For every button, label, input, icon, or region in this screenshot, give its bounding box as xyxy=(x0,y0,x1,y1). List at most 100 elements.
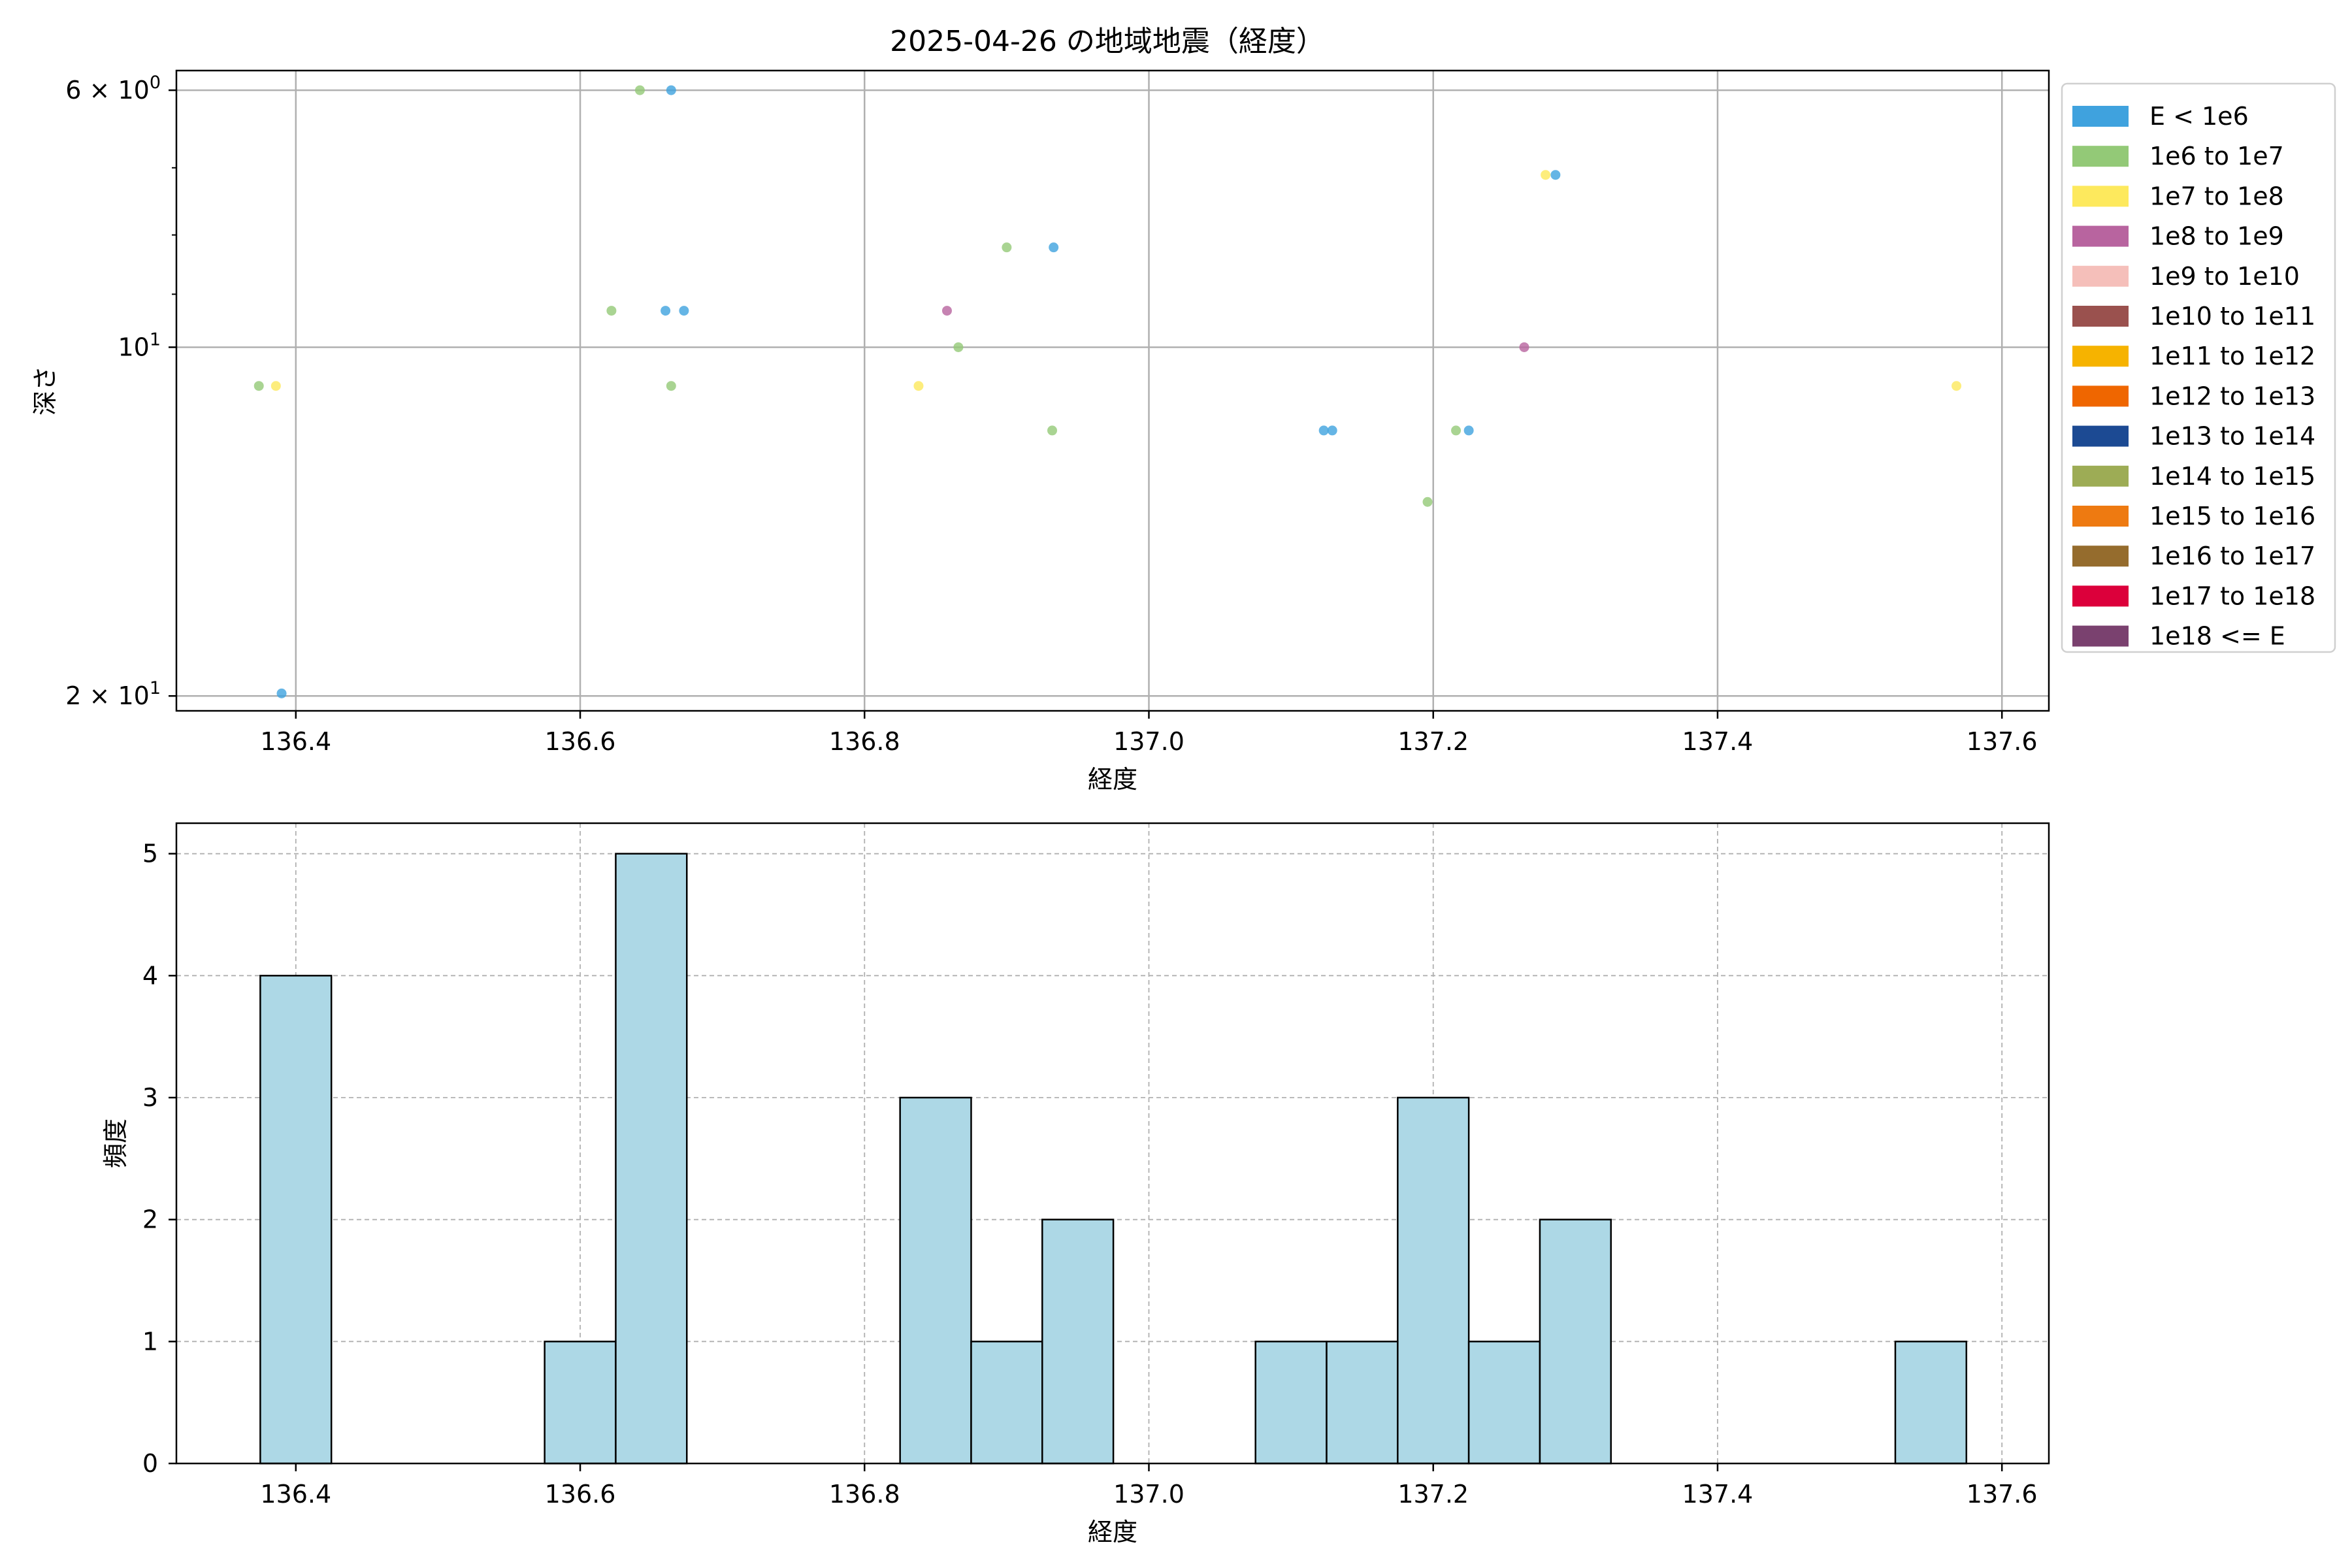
legend-swatch xyxy=(2072,425,2129,447)
scatter-point xyxy=(913,381,924,391)
scatter-x-tick-label: 137.6 xyxy=(1967,727,2038,756)
histogram-x-tick-label: 136.4 xyxy=(260,1480,331,1509)
legend-label: 1e14 to 1e15 xyxy=(2149,462,2315,491)
histogram-x-tick-label: 136.6 xyxy=(545,1480,616,1509)
scatter-point xyxy=(276,688,287,698)
legend-swatch xyxy=(2072,186,2129,207)
histogram-panel: 136.4 136.6 136.8 137.0 137.2 137.4 137.6 0 1 2 3… xyxy=(101,822,2050,1546)
legend-label: 1e7 to 1e8 xyxy=(2149,182,2284,210)
legend-label: 1e8 to 1e9 xyxy=(2149,222,2284,251)
scatter-point xyxy=(1952,381,1962,391)
scatter-point xyxy=(1002,242,1012,253)
histogram-y-ticks: 0 1 2 3 4 5 xyxy=(142,840,176,1478)
histogram-bar xyxy=(1254,1341,1328,1465)
scatter-point xyxy=(1451,425,1462,436)
legend-label: 1e12 to 1e13 xyxy=(2149,382,2315,410)
histogram-y-tick-label: 0 xyxy=(142,1449,158,1478)
legend-label: 1e9 to 1e10 xyxy=(2149,262,2300,291)
histogram-bars xyxy=(259,853,1968,1465)
legend-label: 1e16 to 1e17 xyxy=(2149,542,2315,570)
histogram-bar xyxy=(1041,1218,1115,1465)
scatter-x-tick-label: 136.6 xyxy=(545,727,616,756)
histogram-x-tick-label: 137.4 xyxy=(1682,1480,1754,1509)
histogram-y-tick-label: 1 xyxy=(142,1327,158,1356)
scatter-grid xyxy=(176,71,2049,711)
scatter-x-tick-label: 137.2 xyxy=(1397,727,1469,756)
scatter-x-tick-label: 137.0 xyxy=(1113,727,1184,756)
scatter-point xyxy=(1463,425,1474,436)
legend-swatch xyxy=(2072,385,2129,407)
scatter-x-tick-label: 137.4 xyxy=(1682,727,1754,756)
scatter-axes-frame xyxy=(175,69,2050,712)
scatter-y-tick-label: 2 × 101 xyxy=(65,678,161,710)
scatter-point xyxy=(1550,170,1561,180)
legend-swatch xyxy=(2072,546,2129,567)
scatter-y-tick-label: 6 × 100 xyxy=(65,73,161,105)
histogram-y-tick-label: 2 xyxy=(142,1205,158,1234)
histogram-x-tick-label: 136.8 xyxy=(829,1480,900,1509)
scatter-y-ticks: 6 × 100 101 2 × 101 xyxy=(65,73,176,710)
legend-swatch xyxy=(2072,506,2129,527)
histogram-axes-frame xyxy=(175,822,2050,1465)
scatter-point xyxy=(666,381,676,391)
histogram-x-axis-label: 経度 xyxy=(1088,1518,1137,1546)
scatter-point xyxy=(1047,425,1058,436)
histogram-bar xyxy=(544,1341,617,1465)
scatter-point xyxy=(253,381,264,391)
legend-label: E < 1e6 xyxy=(2149,102,2249,131)
scatter-x-ticks: 136.4 136.6 136.8 137.0 137.2 137.4 137.6 xyxy=(260,711,2038,756)
legend-swatch xyxy=(2072,146,2129,167)
histogram-bar xyxy=(1894,1341,1968,1465)
legend-swatch xyxy=(2072,306,2129,327)
scatter-point xyxy=(634,85,645,95)
scatter-point xyxy=(679,306,689,316)
scatter-points xyxy=(253,85,1962,698)
legend-label: 1e18 <= E xyxy=(2149,622,2285,651)
legend-swatch xyxy=(2072,265,2129,287)
scatter-point xyxy=(953,342,964,352)
histogram-bar xyxy=(970,1341,1043,1465)
legend-swatch xyxy=(2072,625,2129,647)
scatter-point xyxy=(666,85,676,95)
histogram-y-tick-label: 4 xyxy=(142,961,158,990)
histogram-bar xyxy=(259,975,333,1465)
scatter-x-axis-label: 経度 xyxy=(1088,765,1137,794)
legend-label: 1e15 to 1e16 xyxy=(2149,502,2315,531)
chart-title: 2025-04-26 の地域地震（経度） xyxy=(890,25,1325,58)
histogram-bar xyxy=(899,1096,972,1465)
legend-swatch xyxy=(2072,225,2129,247)
scatter-point xyxy=(1541,170,1551,180)
histogram-bar xyxy=(1397,1096,1470,1465)
scatter-x-tick-label: 136.4 xyxy=(260,727,331,756)
histogram-y-axis-label: 頻度 xyxy=(101,1119,130,1168)
scatter-point xyxy=(1422,497,1433,507)
scatter-x-tick-label: 136.8 xyxy=(829,727,900,756)
scatter-point xyxy=(661,306,671,316)
scatter-point xyxy=(270,381,281,391)
histogram-x-tick-label: 137.6 xyxy=(1967,1480,2038,1509)
histogram-bar xyxy=(1539,1218,1612,1465)
histogram-bar xyxy=(615,853,688,1465)
scatter-y-axis-label: 深さ xyxy=(31,366,59,416)
legend: E < 1e6 1e6 to 1e7 1e7 to 1e8 1e8 to 1e9 1e9… xyxy=(2061,82,2336,653)
histogram-x-tick-label: 137.0 xyxy=(1113,1480,1184,1509)
scatter-point xyxy=(1519,342,1529,352)
legend-swatch xyxy=(2072,465,2129,487)
legend-label: 1e13 to 1e14 xyxy=(2149,422,2315,451)
histogram-x-tick-label: 137.2 xyxy=(1397,1480,1469,1509)
histogram-y-tick-label: 3 xyxy=(142,1083,158,1112)
legend-label: 1e17 to 1e18 xyxy=(2149,581,2315,610)
legend-swatch xyxy=(2072,585,2129,607)
legend-label: 1e11 to 1e12 xyxy=(2149,342,2315,370)
legend-swatch xyxy=(2072,106,2129,127)
scatter-panel: 2025-04-26 の地域地震（経度） 136.4 136.6 136.8 137.… xyxy=(31,25,2336,794)
scatter-point xyxy=(941,306,952,316)
scatter-point xyxy=(1318,425,1329,436)
scatter-point xyxy=(1049,242,1059,253)
scatter-y-tick-label: 101 xyxy=(118,329,161,361)
scatter-point xyxy=(1327,425,1337,436)
histogram-bar xyxy=(1467,1341,1541,1465)
legend-label: 1e6 to 1e7 xyxy=(2149,142,2284,171)
histogram-y-tick-label: 5 xyxy=(142,840,158,868)
